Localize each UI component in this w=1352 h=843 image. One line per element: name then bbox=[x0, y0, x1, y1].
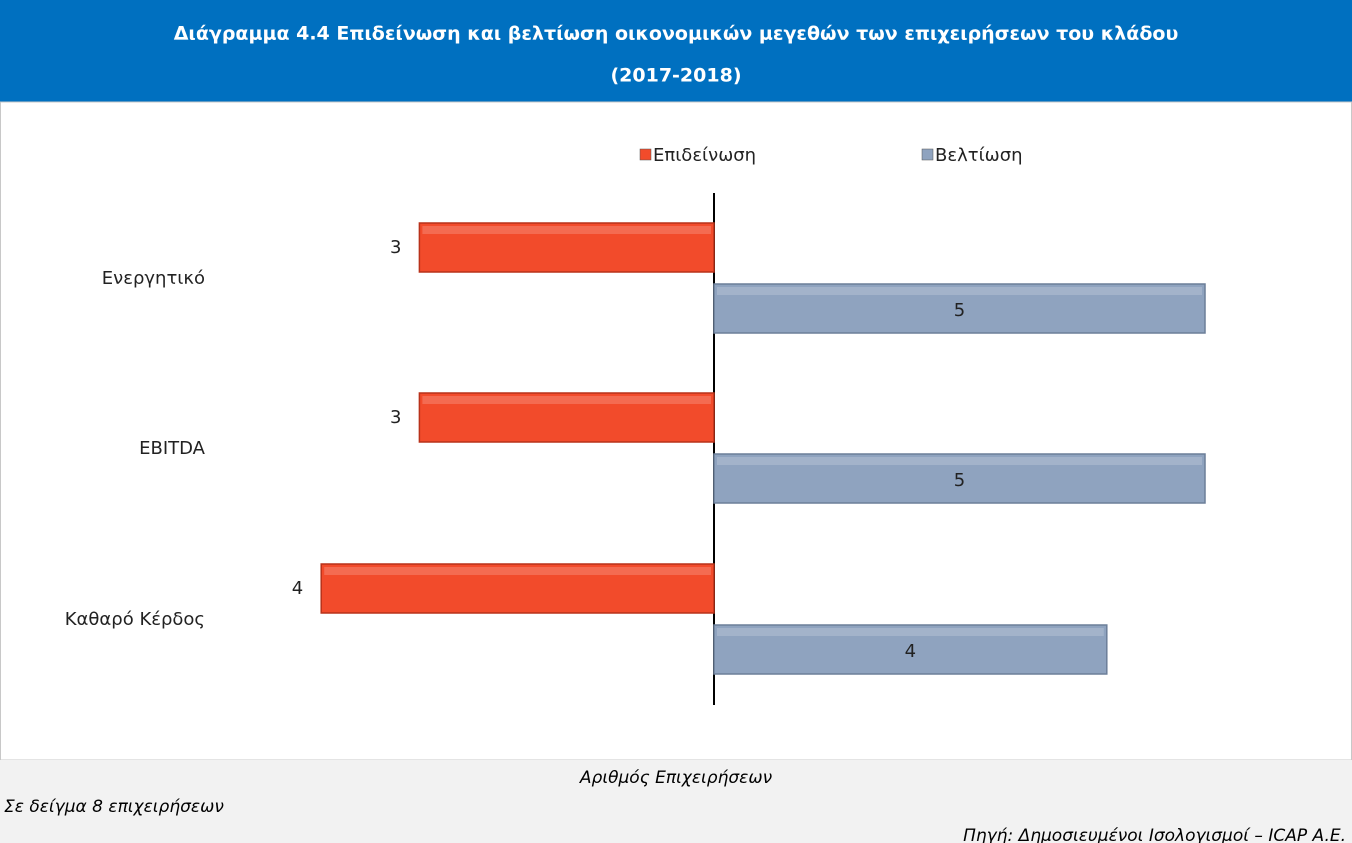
bar-highlight bbox=[717, 287, 1202, 295]
chart-title: (2017-2018) bbox=[610, 65, 741, 87]
value-label: 3 bbox=[390, 407, 401, 428]
legend-swatch bbox=[921, 148, 934, 161]
footer-band bbox=[0, 760, 1352, 843]
note: Σε δείγμα 8 επιχειρήσεων bbox=[4, 797, 224, 817]
chart-title: Διάγραμμα 4.4 Επιδείνωση και βελτίωση οι… bbox=[174, 23, 1179, 45]
bar bbox=[418, 392, 715, 443]
value-label: 5 bbox=[954, 300, 965, 321]
bar bbox=[713, 453, 1206, 504]
legend-label: Επιδείνωση bbox=[653, 145, 756, 166]
value-label: 4 bbox=[905, 641, 916, 662]
bar-highlight bbox=[324, 567, 711, 575]
category-label: Καθαρό Κέρδος bbox=[65, 609, 205, 630]
bar bbox=[320, 563, 715, 614]
bar bbox=[713, 283, 1206, 334]
value-label: 4 bbox=[292, 578, 303, 599]
category-label: Ενεργητικό bbox=[102, 268, 205, 289]
bar-highlight bbox=[717, 457, 1202, 465]
bar-highlight bbox=[422, 226, 711, 234]
axis-title: Αριθμός Επιχειρήσεων bbox=[579, 768, 773, 788]
category-label: EBITDA bbox=[139, 438, 206, 459]
bar bbox=[713, 624, 1108, 675]
legend-swatch bbox=[639, 148, 652, 161]
value-label: 5 bbox=[954, 470, 965, 491]
header-band bbox=[0, 0, 1352, 102]
legend-label: Βελτίωση bbox=[935, 145, 1023, 166]
bar-highlight bbox=[717, 628, 1104, 636]
source: Πηγή: Δημοσιευμένοι Ισολογισμοί – ICAP A… bbox=[963, 826, 1346, 843]
bar-highlight bbox=[422, 396, 711, 404]
bar bbox=[418, 222, 715, 273]
value-label: 3 bbox=[390, 237, 401, 258]
